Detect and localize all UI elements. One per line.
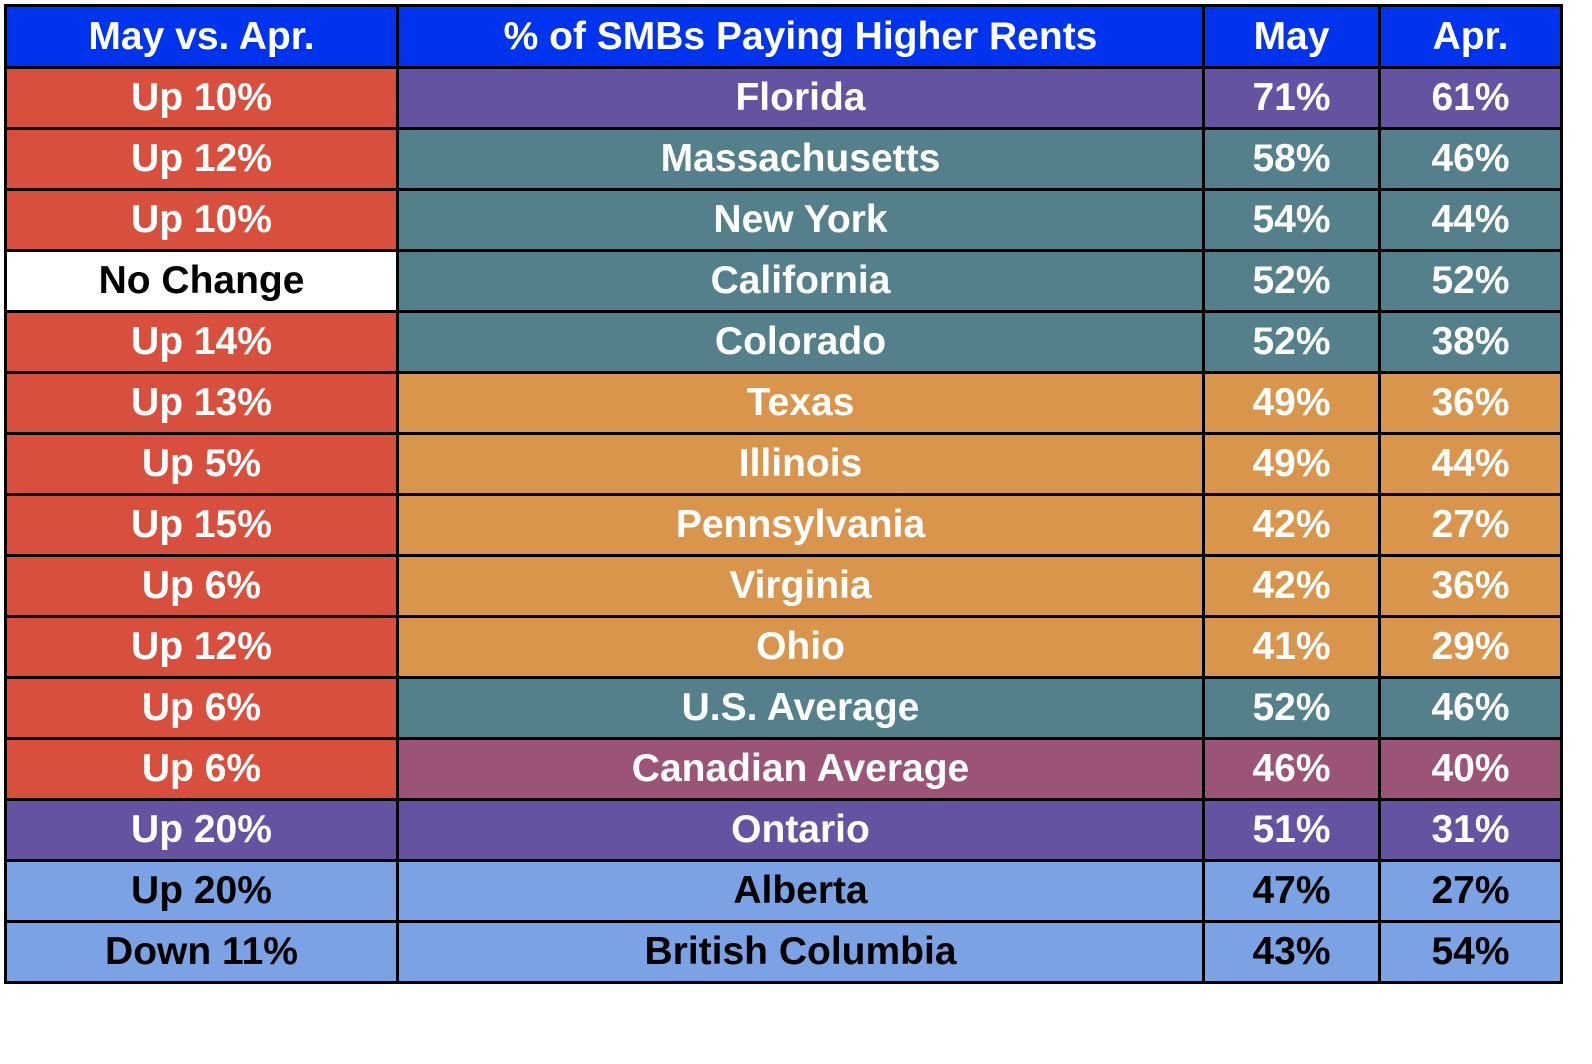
column-header-may: May	[1202, 4, 1381, 69]
may-value-cell: 52%	[1202, 676, 1381, 740]
may-value-cell: 42%	[1202, 493, 1381, 557]
change-cell: Down 11%	[4, 920, 399, 984]
region-cell: Illinois	[396, 432, 1205, 496]
column-header-change: May vs. Apr.	[4, 4, 399, 69]
may-value-cell: 54%	[1202, 188, 1381, 252]
table-row: Up 15% Pennsylvania 42% 27%	[4, 493, 1563, 557]
apr-value-cell: 29%	[1378, 615, 1563, 679]
change-cell: Up 20%	[4, 859, 399, 923]
table-row: No Change California 52% 52%	[4, 249, 1563, 313]
change-cell: Up 14%	[4, 310, 399, 374]
change-cell: Up 6%	[4, 676, 399, 740]
apr-value-cell: 46%	[1378, 127, 1563, 191]
table-body: Up 10% Florida 71% 61% Up 12% Massachusetts 58…	[4, 66, 1563, 984]
region-cell: Pennsylvania	[396, 493, 1205, 557]
change-cell: Up 10%	[4, 66, 399, 130]
region-cell: Massachusetts	[396, 127, 1205, 191]
may-value-cell: 47%	[1202, 859, 1381, 923]
table-row: Up 14% Colorado 52% 38%	[4, 310, 1563, 374]
apr-value-cell: 54%	[1378, 920, 1563, 984]
region-cell: Texas	[396, 371, 1205, 435]
table-row: Down 11% British Columbia 43% 54%	[4, 920, 1563, 984]
table-row: Up 12% Massachusetts 58% 46%	[4, 127, 1563, 191]
table-row: Up 20% Alberta 47% 27%	[4, 859, 1563, 923]
table-row: Up 5% Illinois 49% 44%	[4, 432, 1563, 496]
change-cell: Up 6%	[4, 737, 399, 801]
apr-value-cell: 36%	[1378, 371, 1563, 435]
may-value-cell: 41%	[1202, 615, 1381, 679]
table-row: Up 6% U.S. Average 52% 46%	[4, 676, 1563, 740]
region-cell: British Columbia	[396, 920, 1205, 984]
bottom-margin	[0, 1040, 1592, 1064]
apr-value-cell: 44%	[1378, 188, 1563, 252]
apr-value-cell: 27%	[1378, 493, 1563, 557]
table-row: Up 10% Florida 71% 61%	[4, 66, 1563, 130]
region-cell: U.S. Average	[396, 676, 1205, 740]
change-cell: Up 15%	[4, 493, 399, 557]
may-value-cell: 51%	[1202, 798, 1381, 862]
region-cell: Alberta	[396, 859, 1205, 923]
apr-value-cell: 44%	[1378, 432, 1563, 496]
table-row: Up 12% Ohio 41% 29%	[4, 615, 1563, 679]
apr-value-cell: 27%	[1378, 859, 1563, 923]
table-row: Up 6% Canadian Average 46% 40%	[4, 737, 1563, 801]
change-cell: Up 6%	[4, 554, 399, 618]
smb-rent-table: May vs. Apr. % of SMBs Paying Higher Ren…	[4, 4, 1563, 984]
may-value-cell: 71%	[1202, 66, 1381, 130]
table-container: May vs. Apr. % of SMBs Paying Higher Ren…	[4, 4, 1563, 984]
region-cell: Colorado	[396, 310, 1205, 374]
change-cell: No Change	[4, 249, 399, 313]
region-cell: Virginia	[396, 554, 1205, 618]
apr-value-cell: 31%	[1378, 798, 1563, 862]
table-row: Up 13% Texas 49% 36%	[4, 371, 1563, 435]
may-value-cell: 43%	[1202, 920, 1381, 984]
change-cell: Up 12%	[4, 615, 399, 679]
region-cell: California	[396, 249, 1205, 313]
region-cell: New York	[396, 188, 1205, 252]
may-value-cell: 46%	[1202, 737, 1381, 801]
table-row: Up 20% Ontario 51% 31%	[4, 798, 1563, 862]
apr-value-cell: 52%	[1378, 249, 1563, 313]
apr-value-cell: 36%	[1378, 554, 1563, 618]
apr-value-cell: 38%	[1378, 310, 1563, 374]
change-cell: Up 5%	[4, 432, 399, 496]
change-cell: Up 13%	[4, 371, 399, 435]
may-value-cell: 52%	[1202, 249, 1381, 313]
apr-value-cell: 40%	[1378, 737, 1563, 801]
may-value-cell: 42%	[1202, 554, 1381, 618]
change-cell: Up 20%	[4, 798, 399, 862]
table-row: Up 6% Virginia 42% 36%	[4, 554, 1563, 618]
may-value-cell: 49%	[1202, 432, 1381, 496]
column-header-region: % of SMBs Paying Higher Rents	[396, 4, 1205, 69]
header-row: May vs. Apr. % of SMBs Paying Higher Ren…	[4, 4, 1563, 69]
apr-value-cell: 46%	[1378, 676, 1563, 740]
region-cell: Ohio	[396, 615, 1205, 679]
apr-value-cell: 61%	[1378, 66, 1563, 130]
change-cell: Up 12%	[4, 127, 399, 191]
region-cell: Florida	[396, 66, 1205, 130]
may-value-cell: 58%	[1202, 127, 1381, 191]
region-cell: Canadian Average	[396, 737, 1205, 801]
may-value-cell: 49%	[1202, 371, 1381, 435]
may-value-cell: 52%	[1202, 310, 1381, 374]
table-row: Up 10% New York 54% 44%	[4, 188, 1563, 252]
region-cell: Ontario	[396, 798, 1205, 862]
column-header-apr: Apr.	[1378, 4, 1563, 69]
change-cell: Up 10%	[4, 188, 399, 252]
